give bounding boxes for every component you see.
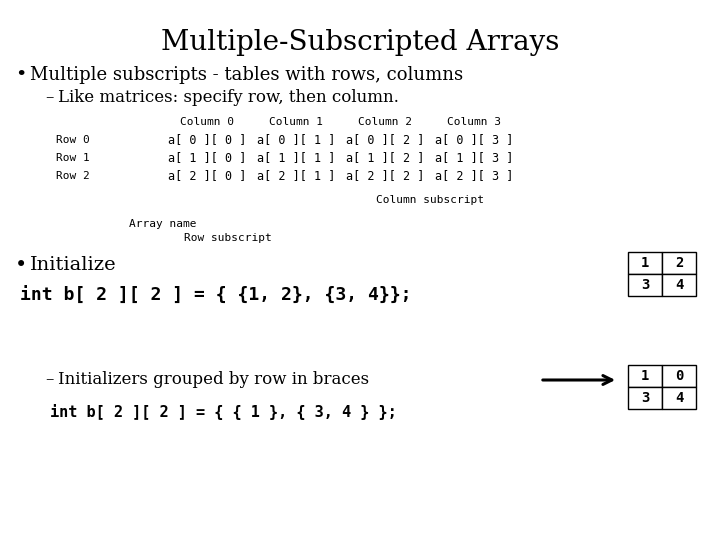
- Bar: [662, 252, 696, 274]
- Text: a[ 1 ][ 0 ]: a[ 1 ][ 0 ]: [168, 152, 246, 165]
- Text: a[ 2 ][ 2 ]: a[ 2 ][ 2 ]: [346, 170, 424, 183]
- Bar: [628, 252, 662, 274]
- Text: a[ 2 ][ 0 ]: a[ 2 ][ 0 ]: [168, 170, 246, 183]
- Text: Multiple-Subscripted Arrays: Multiple-Subscripted Arrays: [161, 29, 559, 56]
- Text: Array name: Array name: [130, 219, 197, 229]
- Text: a[ 1 ][ 2 ]: a[ 1 ][ 2 ]: [346, 152, 424, 165]
- Bar: [662, 274, 696, 296]
- Text: a[ 2 ][ 1 ]: a[ 2 ][ 1 ]: [257, 170, 336, 183]
- Text: a[ 0 ][ 0 ]: a[ 0 ][ 0 ]: [168, 133, 246, 146]
- Text: –: –: [45, 372, 53, 388]
- Text: Multiple subscripts - tables with rows, columns: Multiple subscripts - tables with rows, …: [30, 66, 463, 84]
- Text: Row 2: Row 2: [56, 171, 90, 181]
- Text: 2: 2: [675, 256, 683, 270]
- Text: Initializers grouped by row in braces: Initializers grouped by row in braces: [58, 372, 369, 388]
- Text: •: •: [15, 66, 27, 84]
- Text: Column 0: Column 0: [180, 117, 234, 127]
- Text: 4: 4: [675, 391, 683, 405]
- Bar: [628, 387, 662, 409]
- Text: a[ 0 ][ 1 ]: a[ 0 ][ 1 ]: [257, 133, 336, 146]
- Text: int b[ 2 ][ 2 ] = { {1, 2}, {3, 4}};: int b[ 2 ][ 2 ] = { {1, 2}, {3, 4}};: [20, 287, 412, 305]
- Text: Column subscript: Column subscript: [376, 195, 484, 205]
- Text: Row 1: Row 1: [56, 153, 90, 163]
- Text: Column 3: Column 3: [447, 117, 501, 127]
- Text: 1: 1: [641, 369, 649, 383]
- Text: –: –: [45, 90, 53, 106]
- Text: a[ 2 ][ 3 ]: a[ 2 ][ 3 ]: [435, 170, 513, 183]
- Text: 3: 3: [641, 391, 649, 405]
- Text: Column 2: Column 2: [358, 117, 412, 127]
- Text: a[ 1 ][ 3 ]: a[ 1 ][ 3 ]: [435, 152, 513, 165]
- Text: 1: 1: [641, 256, 649, 270]
- Text: Column 1: Column 1: [269, 117, 323, 127]
- Bar: [628, 274, 662, 296]
- Text: a[ 1 ][ 1 ]: a[ 1 ][ 1 ]: [257, 152, 336, 165]
- Text: a[ 0 ][ 2 ]: a[ 0 ][ 2 ]: [346, 133, 424, 146]
- Text: int b[ 2 ][ 2 ] = { { 1 }, { 3, 4 } };: int b[ 2 ][ 2 ] = { { 1 }, { 3, 4 } };: [50, 404, 397, 420]
- Text: 3: 3: [641, 278, 649, 292]
- Text: •: •: [15, 255, 27, 274]
- Text: Row 0: Row 0: [56, 135, 90, 145]
- Text: 4: 4: [675, 278, 683, 292]
- Text: Row subscript: Row subscript: [184, 233, 272, 243]
- Bar: [628, 365, 662, 387]
- Text: 0: 0: [675, 369, 683, 383]
- Bar: [662, 387, 696, 409]
- Text: Initialize: Initialize: [30, 256, 117, 274]
- Bar: [662, 365, 696, 387]
- Text: Like matrices: specify row, then column.: Like matrices: specify row, then column.: [58, 90, 399, 106]
- Text: a[ 0 ][ 3 ]: a[ 0 ][ 3 ]: [435, 133, 513, 146]
